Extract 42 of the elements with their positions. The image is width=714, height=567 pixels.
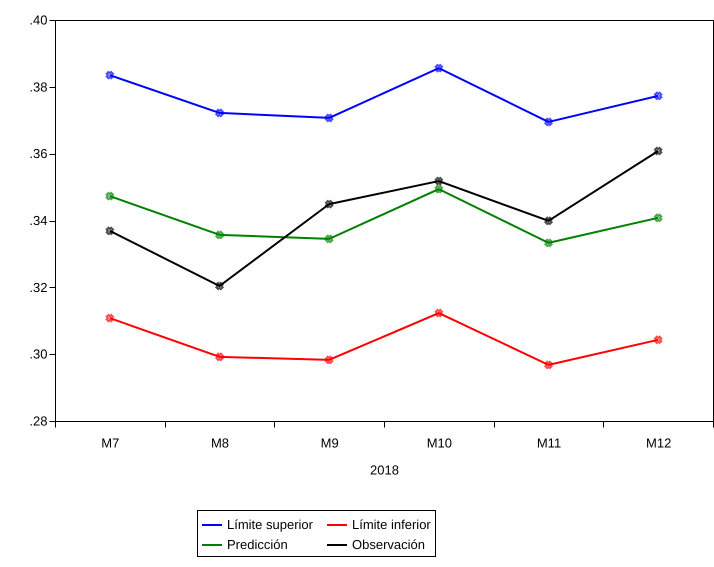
point bbox=[215, 230, 224, 239]
y-tick-label: .40 bbox=[29, 12, 48, 28]
point bbox=[654, 214, 662, 222]
point bbox=[106, 192, 114, 200]
point bbox=[434, 184, 443, 194]
point bbox=[215, 352, 224, 361]
x-tick-label: M9 bbox=[320, 436, 339, 450]
y-tick-label: .36 bbox=[29, 146, 48, 162]
y-tick-label: .34 bbox=[29, 213, 48, 228]
x-tick-label: M8 bbox=[210, 436, 230, 450]
point bbox=[544, 238, 553, 248]
point bbox=[654, 146, 662, 156]
legend-label: Observación bbox=[352, 537, 425, 552]
point bbox=[654, 336, 662, 344]
point bbox=[106, 71, 114, 80]
point bbox=[325, 114, 334, 122]
point bbox=[544, 360, 553, 369]
point bbox=[106, 314, 114, 322]
y-tick-label: .28 bbox=[29, 414, 48, 428]
x-tick-label: M12 bbox=[646, 436, 672, 450]
point bbox=[434, 176, 443, 186]
y-tick-label: .30 bbox=[29, 346, 48, 362]
point bbox=[106, 226, 114, 235]
point bbox=[325, 200, 334, 208]
x-tick-label: M10 bbox=[426, 436, 452, 450]
legend-label: Límite superior bbox=[227, 517, 314, 532]
point bbox=[544, 216, 553, 225]
legend-label: Límite inferior bbox=[352, 517, 432, 532]
legend-label: Predicción bbox=[227, 537, 288, 552]
point bbox=[654, 92, 662, 100]
point bbox=[434, 308, 443, 318]
y-tick-label: .32 bbox=[29, 280, 48, 295]
y-tick-label: .38 bbox=[29, 79, 48, 94]
point bbox=[215, 108, 224, 118]
point bbox=[215, 282, 224, 290]
x-axis-title: 2018 bbox=[370, 462, 399, 478]
x-tick-label: M11 bbox=[536, 436, 562, 450]
point bbox=[544, 118, 553, 126]
x-tick-label: M7 bbox=[101, 436, 120, 450]
point bbox=[434, 64, 443, 72]
point bbox=[325, 234, 334, 244]
point bbox=[325, 356, 334, 364]
